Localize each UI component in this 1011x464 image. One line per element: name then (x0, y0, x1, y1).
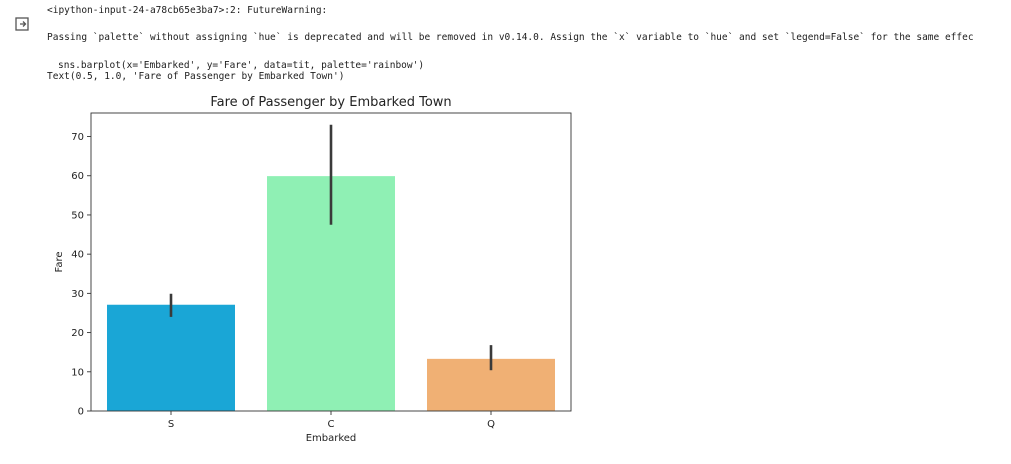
y-tick-label: 60 (71, 171, 84, 182)
y-axis-label: Fare (54, 251, 65, 272)
warning-message: Passing `palette` without assigning `hue… (47, 32, 974, 43)
x-tick-label: C (328, 419, 335, 430)
y-tick-label: 70 (71, 132, 84, 143)
text-repr: Text(0.5, 1.0, 'Fare of Passenger by Emb… (47, 71, 345, 82)
y-tick-label: 40 (71, 250, 84, 261)
x-axis-label: Embarked (306, 433, 357, 444)
warning-header: <ipython-input-24-a78cb65e3ba7>:2: Futur… (47, 5, 328, 16)
code-line: sns.barplot(x='Embarked', y='Fare', data… (58, 60, 425, 71)
output-redirect-icon[interactable] (13, 13, 33, 33)
x-tick-label: S (168, 419, 174, 430)
y-tick-label: 20 (71, 328, 84, 339)
y-tick-label: 30 (71, 289, 84, 300)
bar-s (107, 304, 235, 411)
chart-title: Fare of Passenger by Embarked Town (210, 95, 451, 110)
x-tick-label: Q (487, 419, 495, 430)
y-tick-label: 0 (78, 407, 84, 418)
y-tick-label: 10 (71, 367, 84, 378)
y-tick-label: 50 (71, 210, 84, 221)
